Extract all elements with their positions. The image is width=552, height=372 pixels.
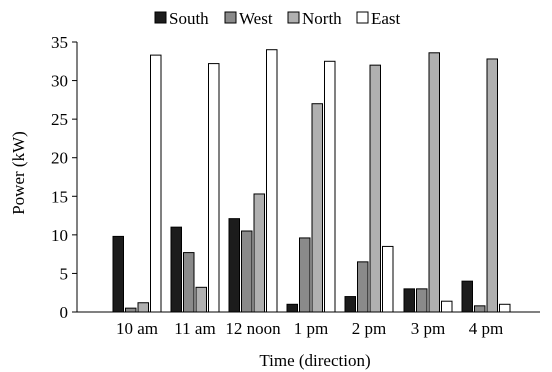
bar-south xyxy=(112,235,124,313)
x-tick-label: 10 am xyxy=(116,319,158,338)
bar-south xyxy=(344,296,356,313)
bar-west xyxy=(474,305,486,313)
bar-west xyxy=(416,288,428,313)
bar-south xyxy=(286,303,298,313)
bar-east xyxy=(150,54,162,313)
bar-south xyxy=(403,288,415,313)
bar-south xyxy=(461,280,473,313)
x-axis-label: Time (direction) xyxy=(259,351,370,370)
y-axis-label: Power (kW) xyxy=(9,131,28,215)
y-tick-label: 30 xyxy=(51,72,68,91)
y-tick-label: 10 xyxy=(51,226,68,245)
y-tick-label: 20 xyxy=(51,149,68,168)
bar-north xyxy=(486,58,498,313)
bar-west xyxy=(357,261,369,313)
bar-west xyxy=(183,252,195,313)
x-tick-label: 4 pm xyxy=(469,319,503,338)
bar-south xyxy=(228,218,240,313)
bar-north xyxy=(369,64,381,313)
x-axis-ticks: 10 am 11 am 12 noon 1 pm 2 pm 3 pm 4 pm xyxy=(116,319,503,338)
x-tick-label: 2 pm xyxy=(352,319,386,338)
bar-east xyxy=(266,49,278,313)
bar-north xyxy=(137,302,149,313)
x-tick-label: 1 pm xyxy=(294,319,328,338)
legend-label-east: East xyxy=(371,9,401,28)
y-axis-ticks: 0 5 10 15 20 25 30 35 xyxy=(51,33,77,322)
bar-east xyxy=(324,60,336,313)
bar-north xyxy=(253,193,265,313)
y-tick-label: 5 xyxy=(60,264,69,283)
y-tick-label: 25 xyxy=(51,110,68,129)
bar-west xyxy=(241,230,253,313)
bar-east xyxy=(441,300,453,313)
y-tick-label: 0 xyxy=(60,303,69,322)
bar-south xyxy=(170,226,182,313)
bar-east xyxy=(499,303,511,313)
legend-label-north: North xyxy=(302,9,342,28)
x-tick-label: 11 am xyxy=(174,319,215,338)
legend-swatch-north xyxy=(287,11,300,24)
axes xyxy=(76,42,540,313)
chart-legend: South West North East xyxy=(154,9,401,28)
legend-swatch-east xyxy=(356,11,369,24)
bar-north xyxy=(311,103,323,313)
y-tick-label: 15 xyxy=(51,187,68,206)
y-tick-label: 35 xyxy=(51,33,68,52)
legend-label-south: South xyxy=(169,9,209,28)
x-tick-label: 3 pm xyxy=(411,319,445,338)
bar-west xyxy=(299,237,311,313)
bar-north xyxy=(428,52,440,313)
legend-swatch-west xyxy=(224,11,237,24)
legend-swatch-south xyxy=(154,11,167,24)
bar-east xyxy=(382,245,394,313)
bar-groups xyxy=(112,49,511,313)
bar-west xyxy=(125,307,137,313)
x-tick-label: 12 noon xyxy=(225,319,281,338)
bar-east xyxy=(208,63,220,313)
bar-north xyxy=(195,286,207,313)
legend-label-west: West xyxy=(239,9,273,28)
